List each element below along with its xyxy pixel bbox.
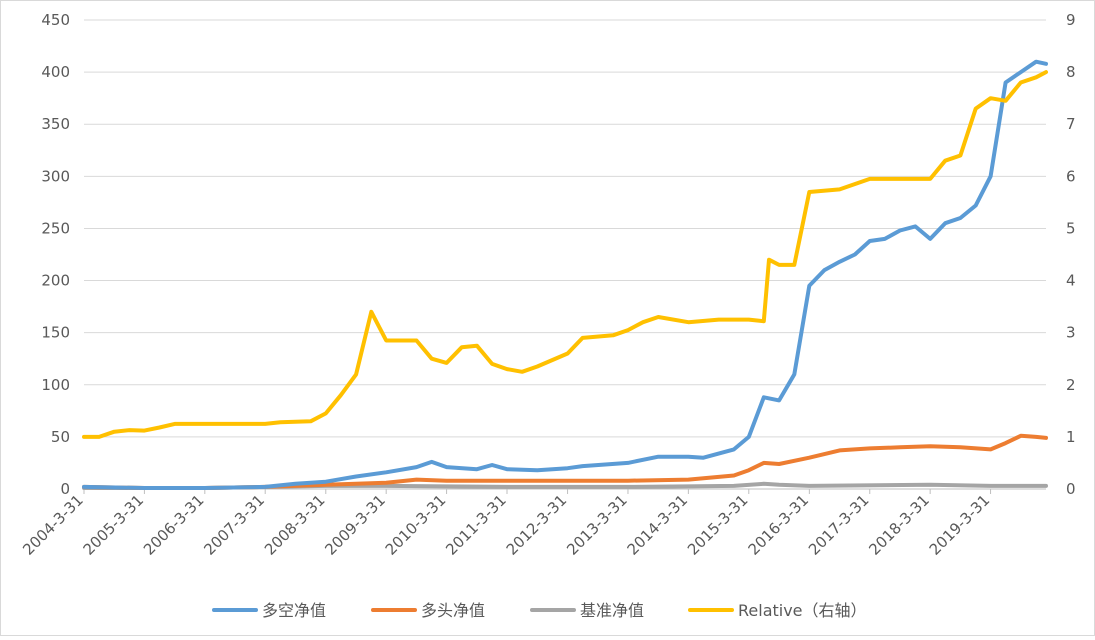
y-right-tick-label: 5 <box>1066 219 1076 237</box>
y-right-tick-label: 7 <box>1066 115 1076 133</box>
legend: 多空净值 多头净值 基准净值 Relative（右轴） <box>212 601 867 620</box>
y-left-tick-label: 250 <box>41 219 70 237</box>
y-left-tick-label: 200 <box>41 272 70 290</box>
y-left-tick-label: 400 <box>41 63 70 81</box>
legend-label: 多空净值 <box>262 601 326 620</box>
y-right-tick-label: 1 <box>1066 428 1076 446</box>
y-right-tick-label: 3 <box>1066 324 1076 342</box>
y-left-tick-label: 350 <box>41 115 70 133</box>
y-left-tick-label: 100 <box>41 376 70 394</box>
y-right-tick-label: 6 <box>1066 167 1076 185</box>
y-right-tick-label: 9 <box>1066 11 1076 29</box>
series-line-4 <box>82 70 1048 439</box>
y-right-tick-label: 8 <box>1066 63 1076 81</box>
series-group <box>82 59 1048 490</box>
y-left-tick-label: 150 <box>41 324 70 342</box>
legend-label: Relative（右轴） <box>738 601 867 620</box>
y-left-tick-label: 450 <box>41 11 70 29</box>
series-line-2 <box>82 433 1048 490</box>
y-left-tick-label: 0 <box>60 480 70 498</box>
legend-label: 基准净值 <box>580 601 644 620</box>
gridlines <box>84 19 1046 438</box>
y-left-tick-label: 300 <box>41 167 70 185</box>
legend-label: 多头净值 <box>421 601 485 620</box>
y-right-tick-label: 0 <box>1066 480 1076 498</box>
series-line-1 <box>82 59 1048 490</box>
y-left-tick-label: 50 <box>51 428 70 446</box>
y-right-tick-label: 4 <box>1066 272 1076 290</box>
y-right-tick-label: 2 <box>1066 376 1076 394</box>
